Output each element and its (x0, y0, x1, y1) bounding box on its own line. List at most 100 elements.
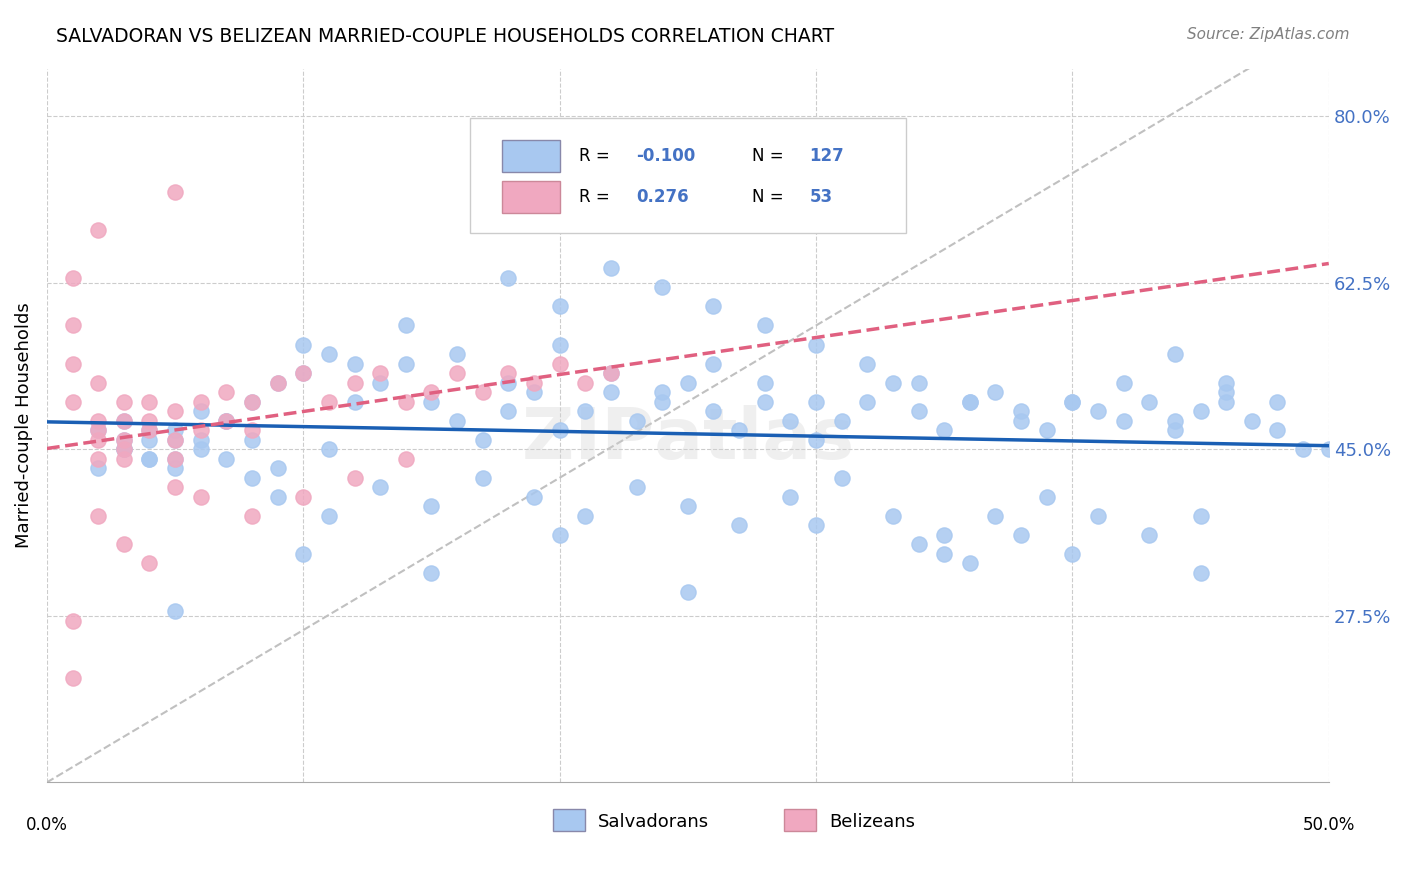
Salvadorans (1035, 423, 1057, 437)
Belizeans (87, 508, 110, 523)
Belizeans (87, 423, 110, 437)
Y-axis label: Married-couple Households: Married-couple Households (15, 302, 32, 549)
Salvadorans (574, 404, 596, 418)
Text: -0.100: -0.100 (637, 146, 696, 165)
FancyBboxPatch shape (502, 140, 560, 172)
Salvadorans (343, 357, 366, 371)
Belizeans (215, 385, 238, 400)
Salvadorans (600, 261, 623, 276)
Salvadorans (959, 394, 981, 409)
Salvadorans (1189, 508, 1212, 523)
Salvadorans (804, 337, 827, 351)
Belizeans (112, 442, 135, 457)
Text: 127: 127 (810, 146, 845, 165)
Belizeans (343, 471, 366, 485)
Salvadorans (907, 404, 929, 418)
Belizeans (62, 318, 84, 333)
Belizeans (574, 376, 596, 390)
Salvadorans (292, 366, 315, 380)
Salvadorans (215, 414, 238, 428)
Salvadorans (651, 280, 673, 294)
Salvadorans (1062, 394, 1084, 409)
Belizeans (523, 376, 546, 390)
Salvadorans (138, 433, 160, 447)
Salvadorans (112, 442, 135, 457)
Text: 0.276: 0.276 (637, 188, 689, 206)
Salvadorans (266, 376, 288, 390)
Salvadorans (87, 461, 110, 475)
Belizeans (87, 414, 110, 428)
Salvadorans (831, 414, 853, 428)
Text: Salvadorans: Salvadorans (598, 813, 709, 830)
Belizeans (190, 423, 212, 437)
Belizeans (292, 490, 315, 504)
Belizeans (112, 451, 135, 466)
Belizeans (600, 366, 623, 380)
Salvadorans (266, 490, 288, 504)
Belizeans (87, 376, 110, 390)
Belizeans (165, 186, 187, 200)
Salvadorans (318, 442, 340, 457)
Salvadorans (856, 357, 879, 371)
Salvadorans (523, 385, 546, 400)
Belizeans (87, 223, 110, 237)
Salvadorans (959, 394, 981, 409)
Salvadorans (1164, 414, 1187, 428)
Salvadorans (165, 451, 187, 466)
Salvadorans (343, 394, 366, 409)
Salvadorans (651, 394, 673, 409)
Salvadorans (165, 461, 187, 475)
Salvadorans (779, 490, 801, 504)
Belizeans (62, 271, 84, 285)
Salvadorans (626, 480, 648, 494)
Salvadorans (498, 404, 520, 418)
Salvadorans (1215, 394, 1237, 409)
Salvadorans (190, 442, 212, 457)
FancyBboxPatch shape (470, 119, 905, 233)
Salvadorans (934, 423, 956, 437)
Salvadorans (266, 461, 288, 475)
Salvadorans (600, 366, 623, 380)
Salvadorans (600, 385, 623, 400)
Salvadorans (215, 451, 238, 466)
Salvadorans (1215, 376, 1237, 390)
Salvadorans (240, 394, 263, 409)
Salvadorans (548, 528, 571, 542)
Salvadorans (754, 376, 776, 390)
Salvadorans (165, 433, 187, 447)
Belizeans (471, 385, 494, 400)
FancyBboxPatch shape (553, 809, 585, 830)
Salvadorans (959, 557, 981, 571)
Salvadorans (1317, 442, 1340, 457)
Belizeans (62, 671, 84, 685)
Belizeans (368, 366, 391, 380)
Salvadorans (1240, 414, 1263, 428)
Text: 0.0%: 0.0% (25, 815, 67, 834)
Belizeans (112, 394, 135, 409)
FancyBboxPatch shape (785, 809, 815, 830)
Salvadorans (1267, 394, 1289, 409)
Salvadorans (471, 433, 494, 447)
Salvadorans (1010, 404, 1032, 418)
Salvadorans (831, 471, 853, 485)
Text: N =: N = (752, 146, 789, 165)
Salvadorans (548, 423, 571, 437)
Salvadorans (165, 423, 187, 437)
Belizeans (446, 366, 468, 380)
Salvadorans (856, 394, 879, 409)
Text: 50.0%: 50.0% (1302, 815, 1355, 834)
Belizeans (548, 357, 571, 371)
Belizeans (395, 394, 418, 409)
Belizeans (62, 394, 84, 409)
Belizeans (138, 557, 160, 571)
Salvadorans (420, 394, 443, 409)
Salvadorans (676, 585, 699, 599)
Salvadorans (523, 490, 546, 504)
Salvadorans (1215, 385, 1237, 400)
Text: R =: R = (579, 146, 614, 165)
Salvadorans (1112, 414, 1135, 428)
Belizeans (215, 414, 238, 428)
Salvadorans (112, 433, 135, 447)
Belizeans (240, 394, 263, 409)
Belizeans (62, 357, 84, 371)
